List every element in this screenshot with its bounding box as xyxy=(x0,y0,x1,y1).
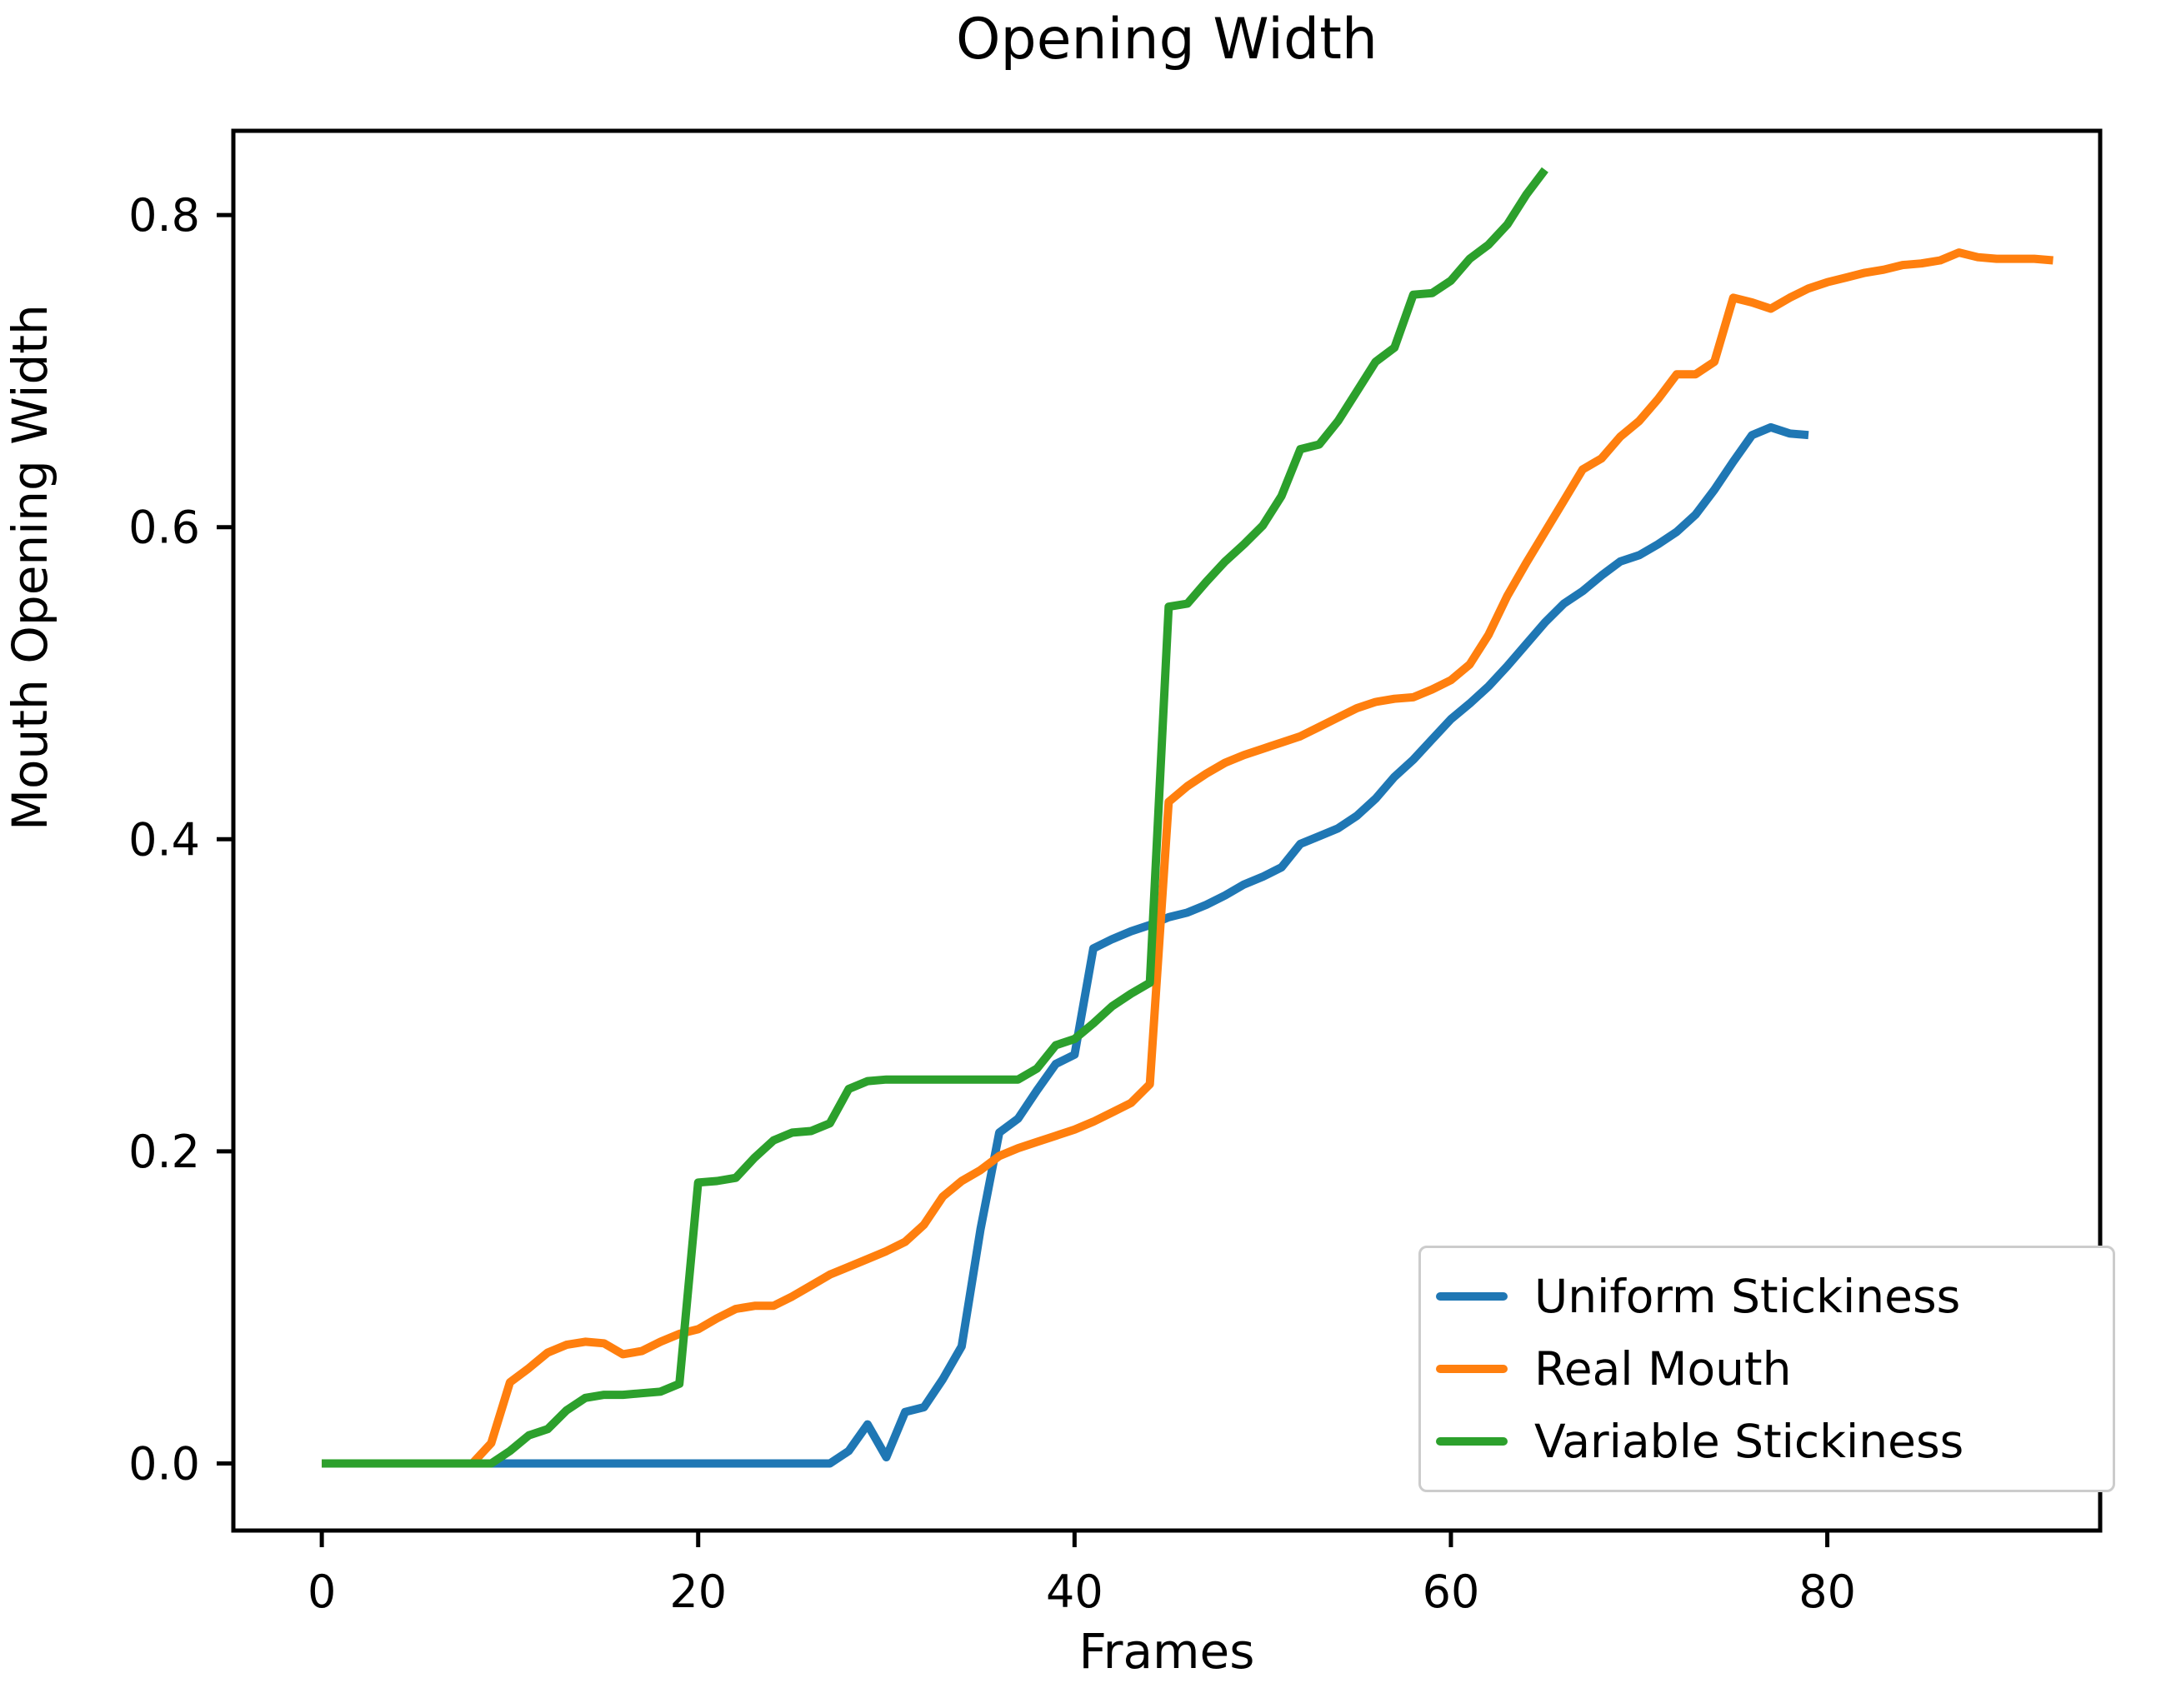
plot-frame xyxy=(231,128,2103,1533)
series-line-variable-stickiness xyxy=(322,167,1548,1468)
x-axis-label: Frames xyxy=(1078,1623,1255,1680)
legend-swatch-green xyxy=(1436,1437,1508,1446)
legend-item-uniform-stickiness: Uniform Stickiness xyxy=(1421,1270,2113,1323)
y-tick-label: 0.2 xyxy=(128,1126,200,1178)
y-tick-label: 0.0 xyxy=(128,1437,200,1490)
legend: Uniform Stickiness Real Mouth Variable S… xyxy=(1418,1246,2115,1492)
y-tick-label: 0.6 xyxy=(128,502,200,554)
legend-label: Real Mouth xyxy=(1534,1341,1792,1396)
y-tick-label: 0.8 xyxy=(128,189,200,242)
chart-title: Opening Width xyxy=(956,7,1378,72)
x-tick-label: 60 xyxy=(1423,1566,1480,1618)
x-tick-label: 40 xyxy=(1046,1566,1103,1618)
x-tick-label: 80 xyxy=(1798,1566,1856,1618)
legend-swatch-orange xyxy=(1436,1364,1508,1373)
y-axis-label-text: Mouth Opening Width xyxy=(2,304,58,831)
series-line-real-mouth xyxy=(322,248,2053,1468)
legend-label: Variable Stickiness xyxy=(1534,1415,1964,1469)
legend-label: Uniform Stickiness xyxy=(1534,1269,1961,1323)
x-tick-label: 0 xyxy=(308,1566,336,1618)
y-tick-label: 0.4 xyxy=(128,813,200,866)
legend-item-real-mouth: Real Mouth xyxy=(1421,1342,2113,1396)
x-tick-label: 20 xyxy=(669,1566,727,1618)
legend-item-variable-stickiness: Variable Stickiness xyxy=(1421,1415,2113,1468)
series-line-uniform-stickiness xyxy=(322,422,1809,1468)
legend-swatch-blue xyxy=(1436,1291,1508,1301)
